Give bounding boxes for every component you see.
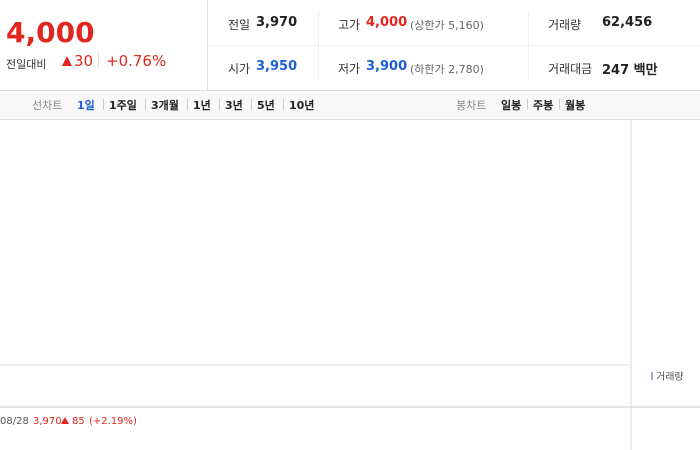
tab-sep <box>283 99 284 110</box>
change-pct: +0.76% <box>106 52 167 70</box>
info-value: 247 백만 <box>602 63 658 78</box>
tab-bar: 선차트 1일 1주일 3개월 1년 3년 5년 10년 봉차트 일봉 주봉 월봉 <box>0 90 700 120</box>
change: 30 <box>74 52 94 70</box>
divider <box>98 53 99 67</box>
tab-sep <box>527 99 528 110</box>
tab[interactable]: 10년 <box>289 99 315 112</box>
footer-change: 85 <box>72 416 85 427</box>
tab[interactable]: 1년 <box>193 99 211 112</box>
info-label: 거래대금 <box>548 62 593 76</box>
tab-group-label: 봉차트 <box>456 99 487 112</box>
tab[interactable]: 1일 <box>77 99 95 112</box>
footer-price: 3,970 <box>33 416 62 427</box>
tab[interactable]: 3개월 <box>151 99 179 112</box>
tab-sep <box>219 99 220 110</box>
tab[interactable]: 월봉 <box>565 99 586 112</box>
tab-sep <box>559 99 560 110</box>
info-label: 시가 <box>228 62 251 76</box>
info-label: 전일 <box>228 18 251 32</box>
tab-sep <box>187 99 188 110</box>
info-sub: (하한가 2,780) <box>410 63 484 76</box>
tab-sep <box>251 99 252 110</box>
info-label: 저가 <box>338 62 361 76</box>
tab-group-label: 선차트 <box>32 99 63 112</box>
chart: 거래량 08/28 3,970 85 (+2.19%) <box>0 119 700 450</box>
row-divider <box>208 45 700 46</box>
footer-arrow <box>61 417 69 424</box>
volume-legend: 거래량 <box>656 371 684 383</box>
col-divider <box>528 10 529 80</box>
info-value: 3,970 <box>256 15 298 30</box>
volume-legend-swatch <box>651 372 653 380</box>
quote-panel: 4,000 전일대비 4,3094,1924,0763,9593,84308/2… <box>0 0 208 90</box>
footer-change-pct: (+2.19%) <box>89 416 137 427</box>
up-arrow: 4,3094,1924,0763,9593,84308/2910:0011:00… <box>62 56 72 66</box>
footer-date: 08/28 <box>0 416 29 427</box>
col-divider <box>318 10 319 80</box>
info-value: 3,950 <box>256 59 298 74</box>
info-value: 62,456 <box>602 15 653 30</box>
tab[interactable]: 일봉 <box>501 99 522 112</box>
info-value: 3,900 <box>366 59 408 74</box>
tab-sep <box>103 99 104 110</box>
info-label: 거래량 <box>548 18 582 32</box>
info-label: 고가 <box>338 18 361 32</box>
change-label: 전일대비 <box>6 58 47 71</box>
info-sub: (상한가 5,160) <box>410 19 484 32</box>
tab[interactable]: 1주일 <box>109 99 137 112</box>
tab[interactable]: 5년 <box>257 99 275 112</box>
tab[interactable]: 3년 <box>225 99 243 112</box>
price: 4,000 <box>6 16 95 49</box>
tab-sep <box>145 99 146 110</box>
info-value: 4,000 <box>366 15 408 30</box>
tab[interactable]: 주봉 <box>533 99 554 112</box>
